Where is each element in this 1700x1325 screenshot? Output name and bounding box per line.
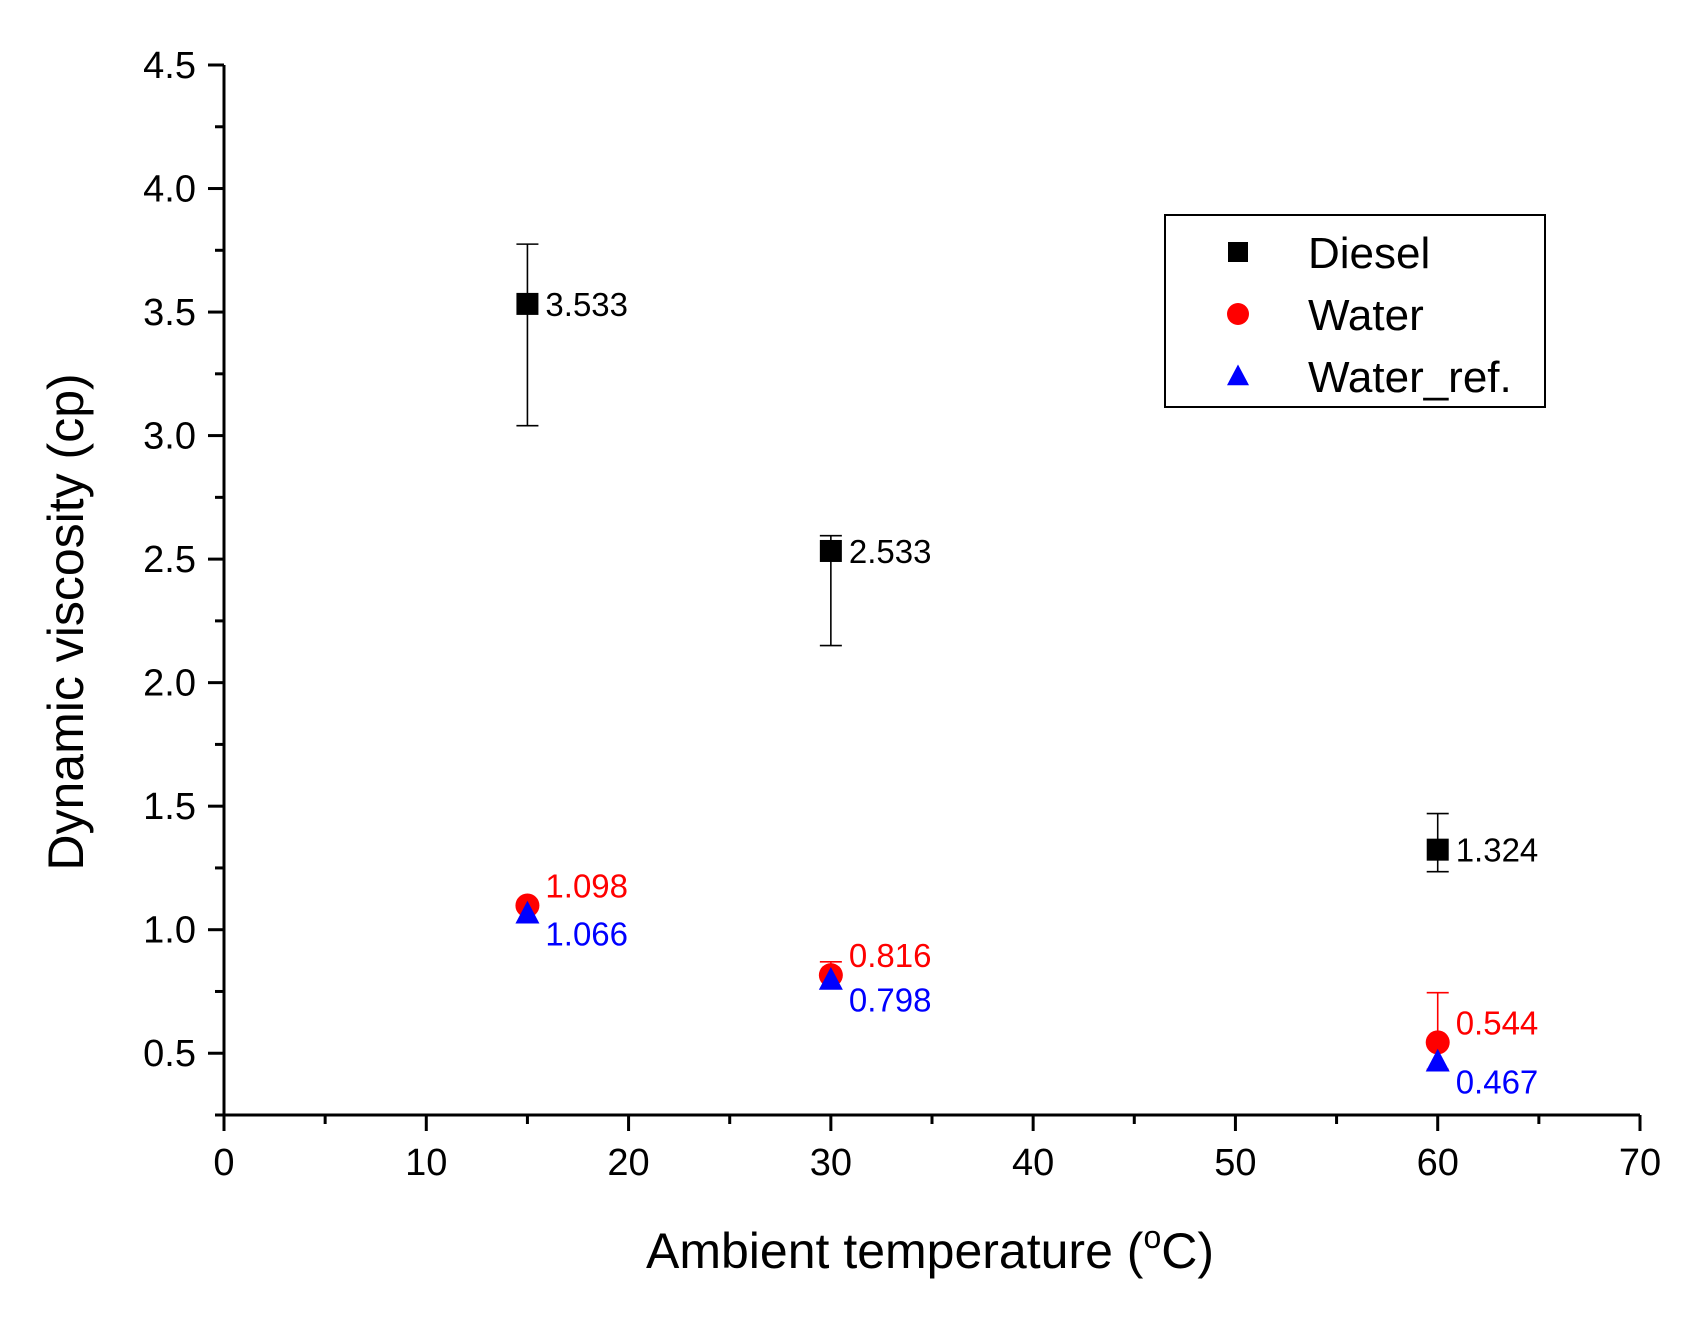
y-tick-label: 4.0 [143,169,196,211]
data-label: 2.533 [849,533,932,570]
data-point-triangle [818,966,843,990]
y-tick-label: 2.0 [143,663,196,705]
y-axis-ticks: 0.5 1.0 1.5 2.0 2.5 3.0 3.5 4.0 4.5 [143,45,224,1117]
x-tick-label: 10 [405,1142,447,1184]
data-point-square [1426,838,1449,861]
series-water: 1.098 0.816 0.544 [515,867,1539,1071]
data-label: 3.533 [545,286,628,323]
legend: Diesel Water Water_ref. [1164,214,1546,408]
data-label: 1.098 [545,867,628,904]
x-axis-title: Ambient temperature (oC) [646,1219,1214,1279]
data-point-triangle [515,900,540,924]
data-point-square [516,292,539,315]
data-label: 0.544 [1456,1004,1539,1041]
data-label: 0.816 [849,937,932,974]
x-tick-label: 30 [810,1142,852,1184]
data-label: 1.324 [1456,832,1539,869]
x-tick-label: 50 [1214,1142,1256,1184]
y-tick-label: 4.5 [143,45,196,87]
series-water-ref: 1.066 0.798 0.467 [515,900,1539,1100]
legend-marker-square [1228,242,1248,262]
y-tick-label: 1.5 [143,786,196,828]
data-label: 0.798 [849,982,932,1019]
data-point-triangle [1425,1048,1450,1072]
series-diesel: 3.533 2.533 1.324 [516,243,1539,873]
x-tick-label: 0 [213,1142,234,1184]
x-tick-label: 60 [1417,1142,1459,1184]
x-axis-ticks: 0 10 20 30 40 50 60 70 [213,1115,1661,1184]
x-axis-title-superscript: o [1143,1219,1161,1255]
legend-label: Diesel [1308,229,1430,278]
x-tick-label: 20 [607,1142,649,1184]
legend-label: Water_ref. [1308,353,1512,402]
data-marks: 3.533 2.533 1.324 1.098 0.816 0.544 1.066 0.798… [515,243,1539,1100]
y-tick-label: 3.0 [143,416,196,458]
y-tick-label: 1.0 [143,910,196,952]
y-tick-label: 0.5 [143,1033,196,1075]
data-label: 1.066 [545,915,628,952]
y-axis-title: Dynamic viscosity (cp) [38,373,94,870]
data-label: 0.467 [1456,1063,1539,1100]
x-tick-label: 70 [1619,1142,1661,1184]
data-point-square [819,539,842,562]
legend-marker-triangle [1227,364,1249,386]
data-point-circle [1425,1030,1450,1055]
y-tick-label: 3.5 [143,292,196,334]
legend-marker-circle [1227,303,1249,325]
x-tick-label: 40 [1012,1142,1054,1184]
y-tick-label: 2.5 [143,539,196,581]
legend-label: Water [1308,291,1424,340]
